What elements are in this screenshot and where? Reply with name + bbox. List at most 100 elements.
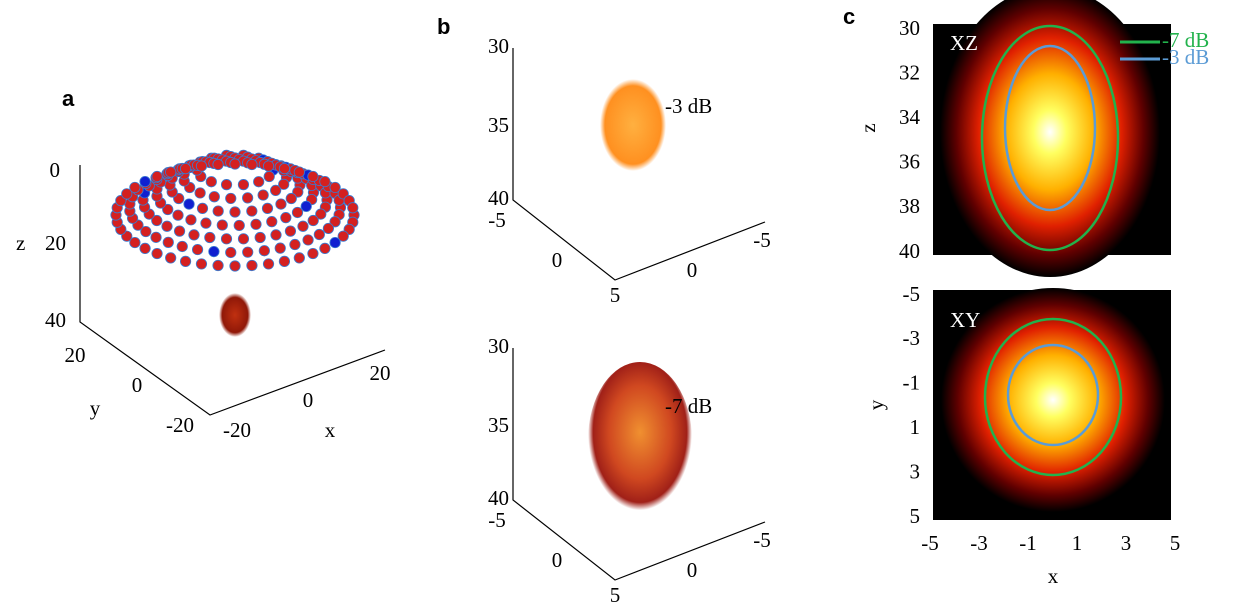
tick-label: 5 — [610, 283, 621, 307]
plot-title: XY — [950, 308, 980, 332]
tick-label: -5 — [488, 508, 506, 532]
legend-label: -7 dB — [1162, 28, 1209, 52]
element — [229, 158, 241, 170]
element — [278, 178, 290, 190]
element — [270, 184, 282, 196]
element — [289, 238, 301, 251]
element — [329, 181, 341, 194]
tick-label: 32 — [899, 60, 920, 84]
tick-label: 34 — [899, 105, 921, 129]
contour-3db — [1003, 44, 1097, 212]
element — [275, 198, 287, 210]
element — [319, 242, 331, 254]
xz-map: XZ z 30 32 34 36 38 40 — [856, 0, 1171, 277]
element — [188, 229, 200, 241]
element — [176, 240, 188, 253]
element — [233, 219, 245, 232]
element — [262, 160, 275, 172]
element — [165, 166, 177, 178]
annotation: -7 dB — [665, 394, 712, 418]
tick-label: 0 — [132, 373, 143, 397]
tick-label: 5 — [610, 583, 621, 607]
element — [293, 252, 305, 264]
element — [220, 179, 233, 191]
axis-label: y — [90, 396, 101, 420]
element — [196, 202, 209, 214]
element — [315, 208, 327, 220]
element — [129, 181, 141, 194]
element — [302, 234, 314, 246]
element — [212, 158, 224, 171]
tick-label: 1 — [1072, 531, 1083, 555]
tick-label: 0 — [552, 548, 563, 572]
element — [150, 231, 162, 243]
element — [278, 255, 291, 267]
heatmap — [941, 288, 1165, 512]
element — [284, 225, 297, 237]
tick-label: -5 — [753, 528, 771, 552]
tick-label: 0 — [687, 558, 698, 582]
element — [313, 228, 325, 241]
element — [225, 246, 237, 259]
element — [162, 236, 174, 248]
tick-label: 0 — [50, 158, 61, 182]
element — [151, 247, 163, 260]
tick-label: 5 — [910, 504, 921, 528]
element — [280, 212, 292, 224]
element — [237, 179, 250, 191]
legend: -7 dB-3 dB — [1120, 28, 1209, 69]
tick-label: 30 — [899, 16, 920, 40]
element — [237, 233, 250, 245]
axis-lines — [79, 165, 386, 416]
element — [204, 231, 216, 244]
element — [172, 209, 184, 221]
element — [254, 231, 266, 244]
element — [293, 166, 305, 178]
element — [262, 258, 275, 270]
iso-surface — [588, 362, 692, 518]
axis-label: z — [856, 123, 880, 132]
axis-label: z — [16, 231, 25, 255]
element — [322, 222, 335, 235]
iso-surface — [600, 79, 666, 171]
element — [246, 259, 258, 272]
element — [337, 230, 349, 242]
transducer-array — [110, 149, 360, 272]
element — [242, 192, 254, 204]
element — [200, 217, 212, 229]
element — [151, 170, 163, 183]
element — [285, 192, 297, 205]
element — [212, 259, 224, 272]
tick-label: 38 — [899, 194, 920, 218]
tick-label: -1 — [1019, 531, 1037, 555]
element — [195, 160, 208, 172]
tick-label: -3 — [903, 326, 921, 350]
tick-label: 30 — [488, 334, 509, 358]
tick-label: 30 — [488, 34, 509, 58]
element — [319, 176, 331, 188]
element — [242, 246, 254, 258]
element — [194, 187, 206, 199]
element — [347, 202, 359, 214]
tick-label: 40 — [45, 308, 66, 332]
element — [139, 176, 151, 188]
element — [162, 203, 174, 216]
element — [139, 242, 151, 254]
tick-label: 35 — [488, 113, 509, 137]
panel-label: a — [62, 86, 75, 111]
element — [225, 192, 237, 205]
element — [195, 258, 208, 270]
annotation: -3 dB — [665, 94, 712, 118]
tick-label: 20 — [65, 343, 86, 367]
element — [274, 242, 286, 254]
element — [300, 200, 312, 212]
tick-label: -5 — [488, 208, 506, 232]
element — [161, 220, 173, 232]
element — [270, 229, 282, 241]
element — [183, 198, 195, 210]
element — [263, 170, 275, 183]
contour-7db — [983, 317, 1123, 477]
